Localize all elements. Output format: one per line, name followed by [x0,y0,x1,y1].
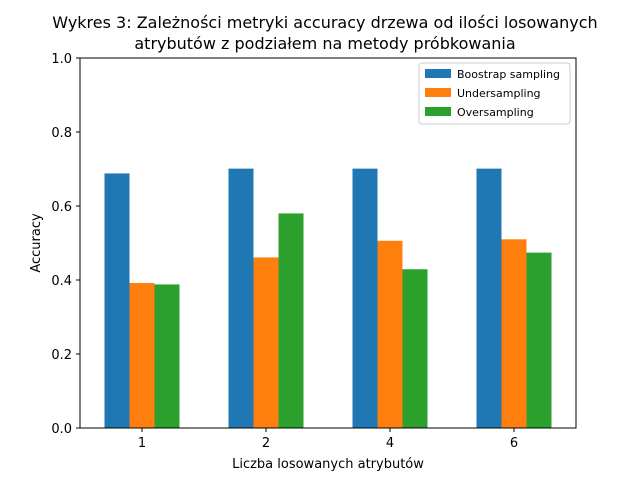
x-tick-label: 1 [138,436,146,451]
bar-boostrap-sampling-1 [104,173,130,428]
x-tick-label: 6 [510,436,518,451]
bar-undersampling-6 [501,239,527,428]
bar-boostrap-sampling-2 [228,168,254,428]
legend-box [418,62,571,125]
legend-label: Oversampling [457,106,534,119]
x-tick-label: 4 [386,436,394,451]
bar-boostrap-sampling-4 [352,168,378,428]
bar-oversampling-1 [154,284,180,428]
legend-label: Undersampling [457,87,541,100]
y-tick-label: 0.8 [51,126,72,141]
legend-label: Boostrap sampling [457,68,560,81]
bar-oversampling-6 [526,252,552,428]
legend: Boostrap sampling Undersampling Oversampli… [418,62,571,125]
y-axis: 0.0 0.2 0.4 0.6 0.8 1.0 [51,52,80,437]
x-axis: 1 2 4 6 [138,428,518,451]
y-tick-label: 0.6 [51,200,72,215]
y-axis-label: Accuracy [29,213,44,273]
x-axis-label: Liczba losowanych atrybutów [232,457,424,472]
y-tick-label: 0.4 [51,274,72,289]
chart-title-line-1: Wykres 3: Zależności metryki accuracy dr… [52,13,597,32]
bar-undersampling-4 [377,240,403,428]
legend-swatch [425,107,451,116]
plot-frame [79,57,577,429]
bar-undersampling-1 [129,282,155,428]
bar-undersampling-2 [253,257,279,428]
x-tick-label: 2 [262,436,270,451]
plot-area [104,168,552,428]
legend-swatch [425,69,451,78]
legend-swatch [425,88,451,97]
y-tick-label: 1.0 [51,52,72,67]
chart-title-line-2: atrybutów z podziałem na metody próbkowa… [134,34,515,53]
bar-boostrap-sampling-6 [476,168,502,428]
bar-oversampling-4 [402,269,428,428]
y-tick-label: 0.0 [51,422,72,437]
y-tick-label: 0.2 [51,348,72,363]
bar-oversampling-2 [278,213,304,428]
